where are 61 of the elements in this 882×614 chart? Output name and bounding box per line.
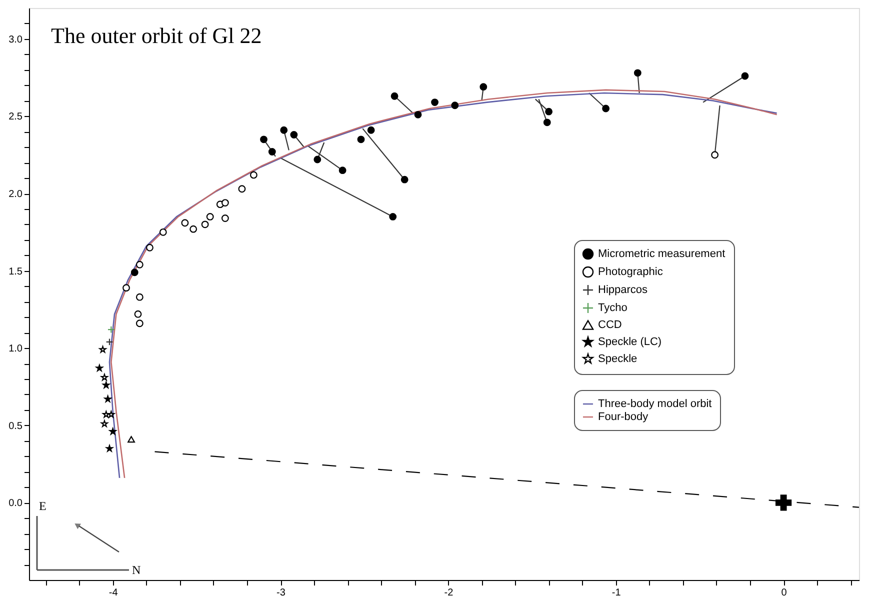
point xyxy=(100,420,108,427)
point xyxy=(201,220,209,228)
y-tick-label: 0.0 xyxy=(8,498,23,510)
point xyxy=(159,228,167,236)
point xyxy=(108,410,115,418)
x-tick-label: -1 xyxy=(612,588,622,598)
x-tick-label: -2 xyxy=(444,588,454,598)
y-tick-label: 2.0 xyxy=(8,189,23,200)
x-tick-label: -4 xyxy=(108,588,118,598)
point xyxy=(206,212,214,220)
point xyxy=(431,98,438,106)
point xyxy=(136,293,144,301)
point xyxy=(109,428,116,435)
point xyxy=(221,214,229,222)
point xyxy=(102,410,110,418)
point xyxy=(106,444,114,452)
point xyxy=(107,326,115,334)
y-tick-label: 1.0 xyxy=(8,344,23,355)
point xyxy=(634,69,642,77)
point xyxy=(104,395,112,402)
legend-label: Three-body model orbit xyxy=(598,398,712,410)
point xyxy=(775,494,792,511)
point xyxy=(741,72,749,80)
point xyxy=(181,219,189,227)
point xyxy=(480,83,488,91)
point xyxy=(128,436,135,443)
y-tick-label: 3.0 xyxy=(8,34,23,46)
y-tick-label: 1.5 xyxy=(8,266,23,278)
y-tick-label: 0.5 xyxy=(8,420,23,432)
point xyxy=(451,102,459,110)
point xyxy=(134,310,142,318)
point xyxy=(96,364,103,372)
x-tick-label: -3 xyxy=(276,588,286,598)
legend-label: Micrometric measurement xyxy=(598,248,726,260)
point xyxy=(221,199,229,206)
point xyxy=(106,338,114,346)
annotation: E xyxy=(39,499,46,513)
point xyxy=(414,110,422,118)
legend-label: CCD xyxy=(598,319,622,331)
point xyxy=(122,284,130,292)
text: The outer orbit of Gl 22 xyxy=(51,23,262,48)
point xyxy=(130,268,138,276)
point xyxy=(99,346,106,353)
point xyxy=(102,382,110,388)
legend-label: Four-body xyxy=(598,411,649,423)
point xyxy=(136,320,144,328)
x-tick-label: 0 xyxy=(781,588,788,598)
legend-label: Speckle (LC) xyxy=(598,336,662,348)
annotation: N xyxy=(132,563,141,577)
point xyxy=(290,131,298,138)
point xyxy=(190,225,198,233)
y-tick-label: 2.5 xyxy=(8,112,23,123)
point xyxy=(238,185,246,193)
legend-label: Speckle xyxy=(598,353,638,365)
point xyxy=(146,244,154,252)
point xyxy=(136,260,144,268)
point xyxy=(250,171,258,179)
legend-label: Tycho xyxy=(598,302,628,314)
point xyxy=(100,374,108,381)
legend-label: Photographic xyxy=(598,266,664,278)
legend-label: Hipparcos xyxy=(598,284,648,296)
